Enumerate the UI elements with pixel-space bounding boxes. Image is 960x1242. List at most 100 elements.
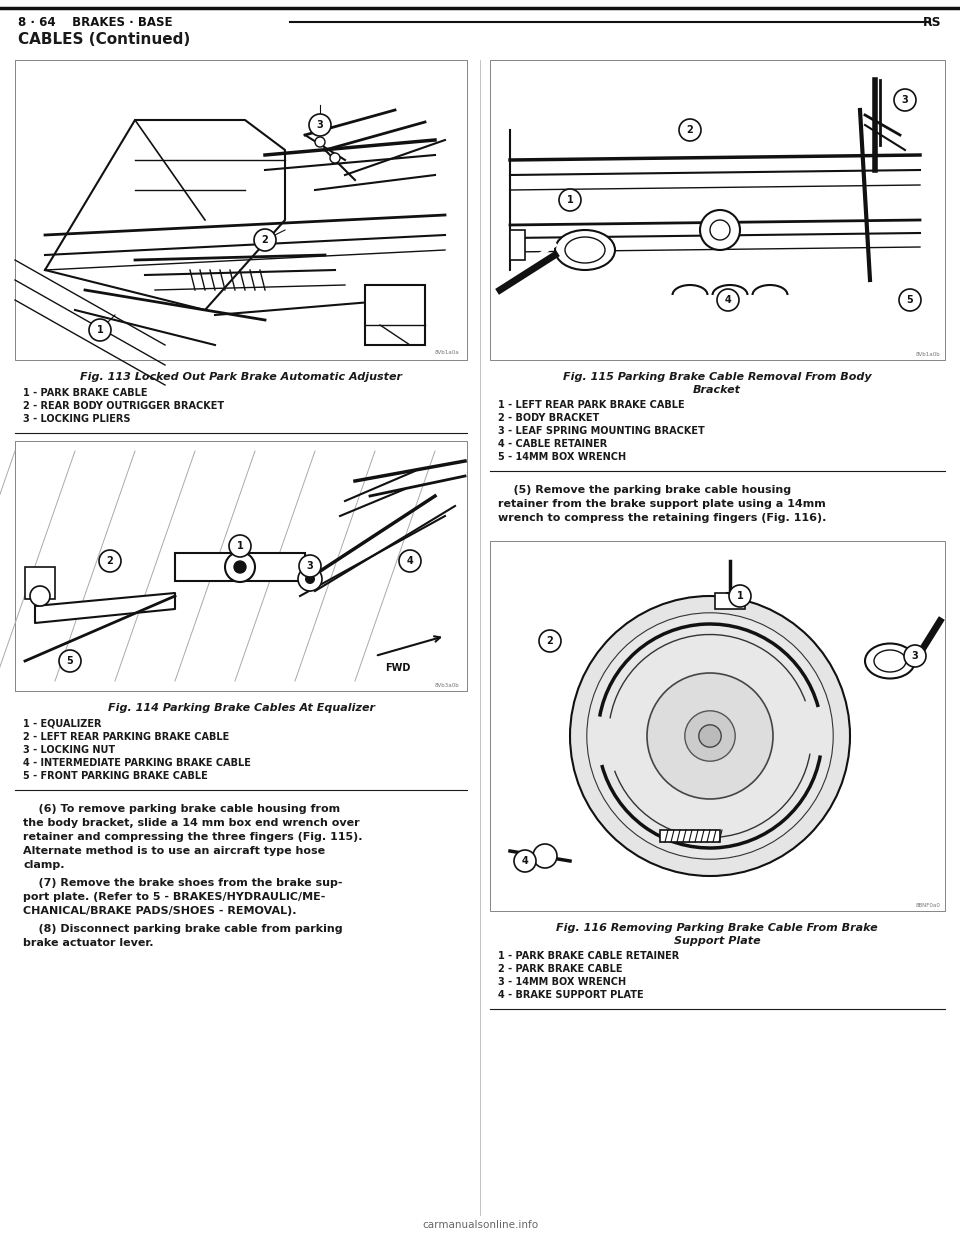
Text: 8Vb1a0b: 8Vb1a0b — [915, 351, 940, 356]
Text: 3: 3 — [901, 94, 908, 106]
Circle shape — [539, 630, 561, 652]
Circle shape — [533, 845, 557, 868]
Text: (8) Disconnect parking brake cable from parking: (8) Disconnect parking brake cable from … — [23, 924, 343, 934]
Text: 1 - LEFT REAR PARK BRAKE CABLE: 1 - LEFT REAR PARK BRAKE CABLE — [498, 400, 684, 410]
Bar — [365, 284, 425, 345]
Text: retainer from the brake support plate using a 14mm: retainer from the brake support plate us… — [498, 499, 826, 509]
Circle shape — [229, 535, 251, 556]
Text: CABLES (Continued): CABLES (Continued) — [18, 32, 190, 47]
Text: 5: 5 — [66, 656, 73, 666]
Circle shape — [647, 673, 773, 799]
Text: 3 - LEAF SPRING MOUNTING BRACKET: 3 - LEAF SPRING MOUNTING BRACKET — [498, 426, 705, 436]
Text: 4 - BRAKE SUPPORT PLATE: 4 - BRAKE SUPPORT PLATE — [498, 990, 643, 1000]
Bar — [490, 60, 945, 360]
Text: Fig. 114 Parking Brake Cables At Equalizer: Fig. 114 Parking Brake Cables At Equaliz… — [108, 703, 374, 713]
Bar — [660, 830, 720, 842]
Circle shape — [717, 289, 739, 310]
Ellipse shape — [555, 230, 615, 270]
Bar — [15, 60, 467, 360]
Text: 2 - BODY BRACKET: 2 - BODY BRACKET — [498, 414, 599, 424]
Circle shape — [684, 710, 735, 761]
Circle shape — [99, 550, 121, 573]
Text: 3 - LOCKING NUT: 3 - LOCKING NUT — [23, 745, 115, 755]
Circle shape — [904, 645, 926, 667]
Circle shape — [315, 137, 325, 147]
Text: 2 - LEFT REAR PARKING BRAKE CABLE: 2 - LEFT REAR PARKING BRAKE CABLE — [23, 732, 229, 741]
Text: the body bracket, slide a 14 mm box end wrench over: the body bracket, slide a 14 mm box end … — [23, 818, 360, 828]
Text: 2 - PARK BRAKE CABLE: 2 - PARK BRAKE CABLE — [498, 964, 622, 974]
Text: 5 - 14MM BOX WRENCH: 5 - 14MM BOX WRENCH — [498, 452, 626, 462]
Circle shape — [899, 289, 921, 310]
Text: 1 - EQUALIZER: 1 - EQUALIZER — [23, 719, 102, 729]
Text: 5: 5 — [906, 296, 913, 306]
Text: (5) Remove the parking brake cable housing: (5) Remove the parking brake cable housi… — [498, 484, 791, 496]
Text: 1: 1 — [236, 542, 244, 551]
Text: 1: 1 — [97, 325, 104, 335]
Text: (6) To remove parking brake cable housing from: (6) To remove parking brake cable housin… — [23, 804, 340, 814]
Text: 3: 3 — [306, 561, 313, 571]
Bar — [510, 230, 525, 260]
Polygon shape — [35, 592, 175, 623]
Text: CHANICAL/BRAKE PADS/SHOES - REMOVAL).: CHANICAL/BRAKE PADS/SHOES - REMOVAL). — [23, 905, 297, 917]
Text: Bracket: Bracket — [693, 385, 741, 395]
Circle shape — [298, 568, 322, 591]
Circle shape — [700, 210, 740, 250]
Text: Fig. 115 Parking Brake Cable Removal From Body: Fig. 115 Parking Brake Cable Removal Fro… — [563, 373, 872, 383]
Circle shape — [679, 119, 701, 142]
Text: 2: 2 — [107, 556, 113, 566]
Text: 1: 1 — [736, 591, 743, 601]
Text: retainer and compressing the three fingers (Fig. 115).: retainer and compressing the three finge… — [23, 832, 363, 842]
Ellipse shape — [865, 643, 915, 678]
Text: clamp.: clamp. — [23, 859, 64, 869]
Circle shape — [305, 574, 315, 584]
Bar — [715, 592, 745, 609]
Text: Fig. 113 Locked Out Park Brake Automatic Adjuster: Fig. 113 Locked Out Park Brake Automatic… — [80, 373, 402, 383]
Text: 3 - 14MM BOX WRENCH: 3 - 14MM BOX WRENCH — [498, 977, 626, 987]
Text: 8 · 64    BRAKES · BASE: 8 · 64 BRAKES · BASE — [18, 15, 173, 29]
Circle shape — [699, 725, 721, 748]
Text: (7) Remove the brake shoes from the brake sup-: (7) Remove the brake shoes from the brak… — [23, 878, 343, 888]
Text: brake actuator lever.: brake actuator lever. — [23, 938, 154, 948]
Text: 8BNF0a0: 8BNF0a0 — [915, 903, 940, 908]
Circle shape — [254, 229, 276, 251]
Text: 3: 3 — [317, 120, 324, 130]
Text: 2 - REAR BODY OUTRIGGER BRACKET: 2 - REAR BODY OUTRIGGER BRACKET — [23, 401, 224, 411]
Text: 3 - LOCKING PLIERS: 3 - LOCKING PLIERS — [23, 414, 131, 424]
Polygon shape — [45, 120, 285, 310]
Text: 2: 2 — [686, 125, 693, 135]
Text: 4: 4 — [521, 856, 528, 866]
Text: 2: 2 — [262, 235, 269, 245]
Circle shape — [729, 585, 751, 607]
Circle shape — [587, 612, 833, 859]
Bar — [490, 542, 945, 910]
Bar — [25, 568, 55, 599]
Circle shape — [894, 89, 916, 111]
Text: 2: 2 — [546, 636, 553, 646]
Circle shape — [234, 561, 246, 573]
Circle shape — [59, 650, 81, 672]
Text: 1: 1 — [566, 195, 573, 205]
Text: 4: 4 — [725, 296, 732, 306]
Text: RS: RS — [924, 15, 942, 29]
Circle shape — [309, 114, 331, 137]
Circle shape — [330, 153, 340, 163]
Text: 8Vb1a0a: 8Vb1a0a — [434, 350, 459, 355]
Circle shape — [399, 550, 421, 573]
Text: FWD: FWD — [385, 663, 410, 673]
Circle shape — [559, 189, 581, 211]
Text: 8Vb3a0b: 8Vb3a0b — [434, 683, 459, 688]
Text: Support Plate: Support Plate — [674, 936, 760, 946]
Circle shape — [514, 850, 536, 872]
Text: carmanualsonline.info: carmanualsonline.info — [422, 1220, 538, 1230]
Text: Alternate method is to use an aircraft type hose: Alternate method is to use an aircraft t… — [23, 846, 325, 856]
Text: port plate. (Refer to 5 - BRAKES/HYDRAULIC/ME-: port plate. (Refer to 5 - BRAKES/HYDRAUL… — [23, 892, 325, 902]
Bar — [15, 441, 467, 691]
Text: Fig. 116 Removing Parking Brake Cable From Brake: Fig. 116 Removing Parking Brake Cable Fr… — [556, 923, 877, 933]
Bar — [175, 553, 305, 581]
Circle shape — [570, 596, 850, 876]
Text: 4: 4 — [407, 556, 414, 566]
Text: 1 - PARK BRAKE CABLE RETAINER: 1 - PARK BRAKE CABLE RETAINER — [498, 951, 680, 961]
Text: 4 - CABLE RETAINER: 4 - CABLE RETAINER — [498, 438, 608, 450]
Text: 5 - FRONT PARKING BRAKE CABLE: 5 - FRONT PARKING BRAKE CABLE — [23, 771, 207, 781]
Circle shape — [299, 555, 321, 578]
